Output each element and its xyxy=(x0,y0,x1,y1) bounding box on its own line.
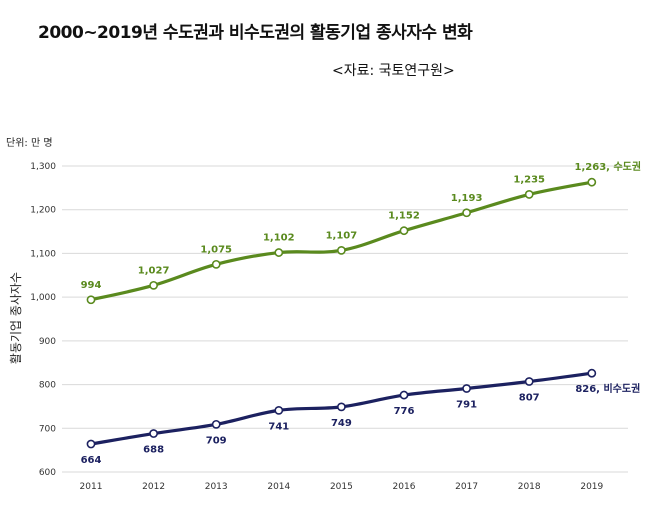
x-tick-label: 2011 xyxy=(80,482,103,492)
x-tick-label: 2016 xyxy=(393,482,416,492)
data-point xyxy=(274,405,284,415)
data-label: 749 xyxy=(331,418,352,429)
data-label: 1,235 xyxy=(513,174,545,185)
data-point xyxy=(211,419,221,429)
y-tick-label: 700 xyxy=(39,424,56,434)
data-label: 709 xyxy=(206,435,227,446)
x-tick-label: 2019 xyxy=(580,482,603,492)
series-layer: 994 1,027 1,075 1,102 1,107 1,152 1,193 1,235 1,… xyxy=(81,161,641,466)
data-point xyxy=(462,208,471,218)
x-tick-label: 2013 xyxy=(205,482,228,492)
data-point xyxy=(399,390,409,400)
y-tick-label: 800 xyxy=(39,381,56,391)
data-label: 826, 비수도권 xyxy=(575,382,640,395)
data-point xyxy=(336,402,346,412)
y-tick-label: 1,000 xyxy=(30,293,56,303)
data-label: 1,107 xyxy=(326,230,358,241)
data-point xyxy=(524,190,534,199)
series-non-metropolitan: 664 688 709 741 749 776 791 807 826, 비수도권 xyxy=(81,368,640,466)
x-tick-label: 2014 xyxy=(267,482,290,492)
axis-layer: 600 700 800 900 1,000 1,100 1,200 1,300 2011 2012… xyxy=(30,162,603,492)
data-point xyxy=(211,259,221,269)
y-tick-label: 1,100 xyxy=(30,249,56,259)
data-label: 1,193 xyxy=(451,193,483,204)
data-point xyxy=(86,295,96,305)
grid-layer xyxy=(62,165,628,473)
data-point xyxy=(274,248,284,257)
data-point xyxy=(399,226,409,236)
data-point xyxy=(524,377,534,386)
data-label: 664 xyxy=(81,455,102,466)
y-tick-label: 1,300 xyxy=(30,162,56,172)
x-tick-label: 2015 xyxy=(330,482,353,492)
data-point xyxy=(462,384,471,393)
data-label: 1,152 xyxy=(388,211,420,222)
data-point xyxy=(86,439,96,449)
x-tick-label: 2017 xyxy=(455,482,478,492)
data-label: 741 xyxy=(268,421,289,432)
data-point xyxy=(587,177,597,187)
data-label: 688 xyxy=(143,445,164,456)
data-point xyxy=(149,429,158,438)
data-label: 994 xyxy=(81,280,102,291)
data-label: 807 xyxy=(519,393,540,404)
data-label: 1,102 xyxy=(263,233,295,244)
data-label: 1,075 xyxy=(200,244,232,255)
x-tick-label: 2012 xyxy=(142,482,165,492)
series-metropolitan: 994 1,027 1,075 1,102 1,107 1,152 1,193 1,235 1,… xyxy=(81,161,642,305)
data-point xyxy=(149,280,158,290)
data-label: 1,263, 수도권 xyxy=(575,161,642,173)
data-point xyxy=(587,368,597,378)
x-tick-label: 2018 xyxy=(518,482,541,492)
unit-note: 단위: 만 명 xyxy=(6,138,53,149)
source-note: <자료: 국토연구원> xyxy=(332,63,455,79)
data-label: 776 xyxy=(394,406,415,417)
y-tick-label: 1,200 xyxy=(30,206,56,216)
y-tick-label: 600 xyxy=(39,468,56,478)
y-axis-label: 활동기업 종사자수 xyxy=(9,272,23,364)
data-label: 791 xyxy=(456,400,477,411)
data-point xyxy=(336,245,346,255)
data-label: 1,027 xyxy=(138,265,170,276)
y-tick-label: 900 xyxy=(39,337,56,347)
chart-title: 2000~2019년 수도권과 비수도권의 활동기업 종사자수 변화 xyxy=(38,23,473,43)
